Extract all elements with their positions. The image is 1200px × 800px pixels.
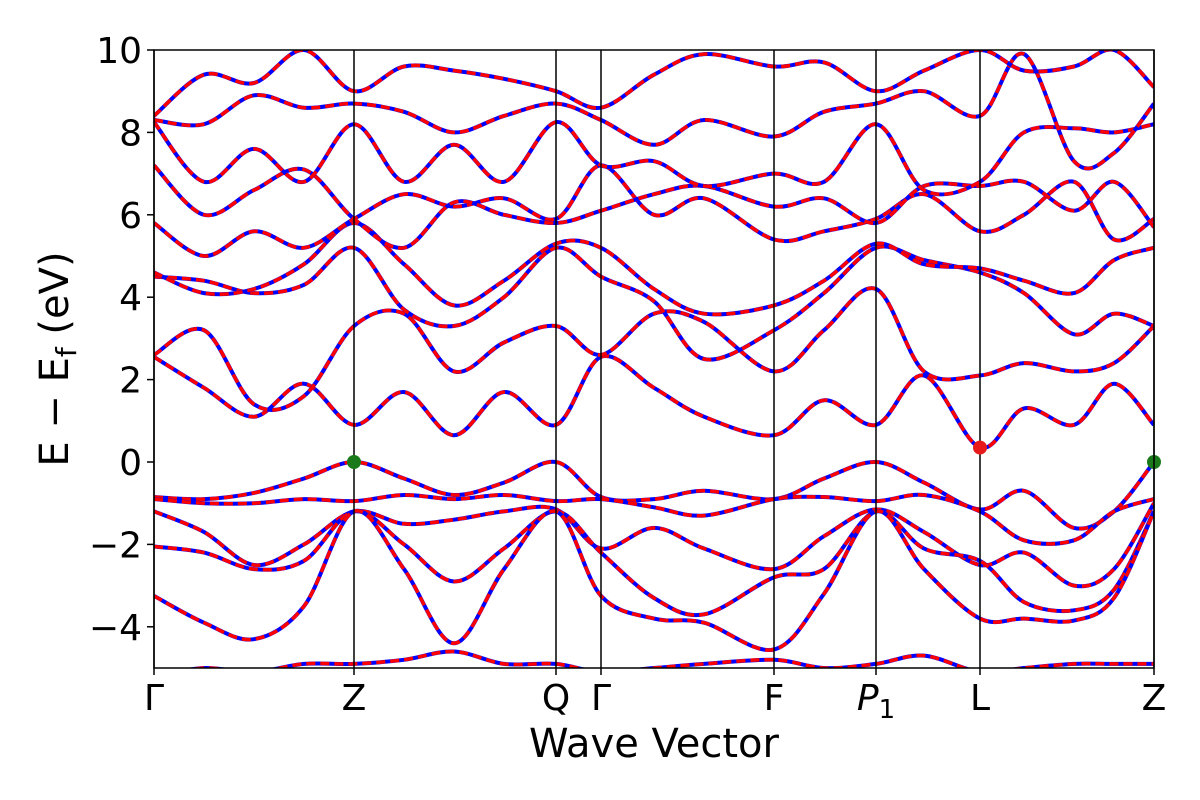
band-line-1-red bbox=[154, 492, 1154, 546]
band-line-9-red bbox=[154, 163, 1154, 258]
x-tick-label-2: Q bbox=[542, 678, 570, 719]
y-tick-label-6: 8 bbox=[119, 113, 142, 154]
band-line-1-blue bbox=[154, 492, 1154, 546]
band-line-2-red bbox=[154, 502, 1154, 588]
band-line-6-blue bbox=[154, 286, 1154, 412]
band-line-10-blue bbox=[154, 163, 1154, 250]
x-tick-label-0: Γ bbox=[144, 678, 164, 719]
band-lines bbox=[154, 50, 1154, 668]
y-tick-label-5: 6 bbox=[119, 196, 142, 237]
band-line-10-red bbox=[154, 164, 1154, 250]
band-line-3-red bbox=[154, 509, 1154, 617]
y-tick-label-7: 10 bbox=[96, 31, 142, 72]
band-edge-markers bbox=[347, 440, 1161, 469]
x-tick-label-6: L bbox=[970, 678, 990, 719]
band-line-6-red bbox=[154, 286, 1154, 412]
band-line-0-blue bbox=[154, 459, 1154, 531]
x-tick-label-3: Γ bbox=[591, 678, 611, 719]
y-tick-label-0: −4 bbox=[89, 608, 142, 649]
band-line-4-red bbox=[154, 509, 1154, 652]
band-line-11-red bbox=[154, 120, 1154, 197]
x-tick-label-5: P1 bbox=[857, 678, 895, 725]
x-axis-title: Wave Vector bbox=[529, 721, 780, 767]
y-tick-label-4: 4 bbox=[119, 278, 142, 319]
y-tick-label-1: −2 bbox=[89, 525, 142, 566]
x-tick-label-4: F bbox=[764, 678, 785, 719]
x-tick-label-7: Z bbox=[1142, 678, 1167, 719]
high-symmetry-lines bbox=[153, 50, 1155, 668]
y-tick-label-2: 0 bbox=[119, 443, 142, 484]
band-line-4-blue bbox=[154, 508, 1154, 653]
plot-frame bbox=[153, 49, 1155, 669]
cbm-marker-2 bbox=[973, 440, 987, 455]
y-axis-title: E − Ef (eV) bbox=[32, 251, 83, 466]
y-tick-label-3: 2 bbox=[119, 361, 142, 402]
band-line-5-red bbox=[154, 354, 1154, 450]
x-tick-label-1: Z bbox=[342, 678, 367, 719]
vbm-marker-0 bbox=[347, 455, 361, 469]
band-line-0-red bbox=[154, 460, 1154, 531]
band-line-13-red bbox=[154, 50, 1154, 118]
band-line-7-red bbox=[154, 244, 1154, 362]
band-line-12-red bbox=[154, 52, 1154, 171]
band-line-9-blue bbox=[154, 163, 1154, 258]
band-line-8-red bbox=[154, 221, 1154, 317]
y-axis-ticks: −4 −2 0 2 4 6 8 10 bbox=[89, 31, 154, 649]
band-line-14-blue bbox=[186, 649, 1154, 668]
x-axis-ticks: Γ Z Q Γ F P1 L Z bbox=[144, 668, 1166, 725]
